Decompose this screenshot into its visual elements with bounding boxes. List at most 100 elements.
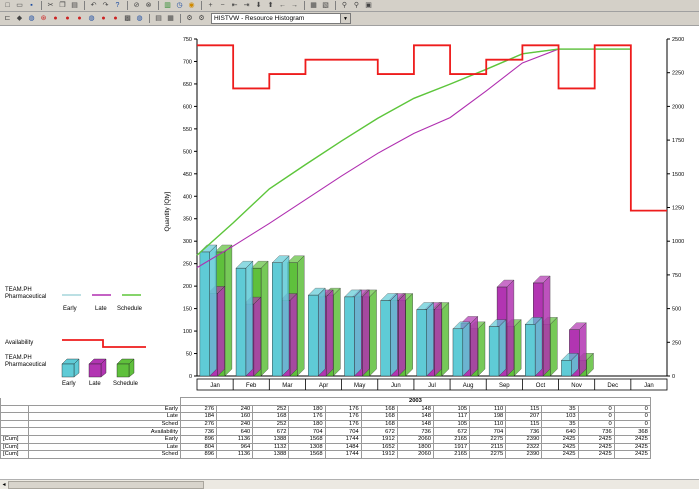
chart-icon[interactable]: ▧ <box>322 2 329 9</box>
toolbar-separator <box>149 14 150 23</box>
indent-icon[interactable]: ⇥ <box>243 2 250 9</box>
scroll-left-icon[interactable]: ◂ <box>2 482 6 488</box>
circle-gear-icon[interactable]: ◍ <box>88 15 95 22</box>
paste-icon[interactable]: ▤ <box>71 2 78 9</box>
disable-icon[interactable]: ⊗ <box>145 2 152 9</box>
car-icon[interactable]: ● <box>77 15 82 22</box>
table-cell: 180 <box>288 419 326 429</box>
table-cell: 736 <box>577 427 615 436</box>
table-cell: 148 <box>396 404 434 414</box>
cum-early-line <box>196 48 631 256</box>
circle-x-icon[interactable]: ⊛ <box>40 15 47 22</box>
toolbar-separator <box>201 1 202 10</box>
histogram-icon[interactable]: ▥ <box>164 2 171 9</box>
table-cell: 736 <box>396 427 434 436</box>
table-cell: 184 <box>179 412 218 421</box>
undo-icon[interactable]: ↶ <box>90 2 97 9</box>
diamond-icon[interactable]: ◆ <box>16 15 23 22</box>
zoom-icon[interactable]: ⊘ <box>133 2 140 9</box>
horizontal-scrollbar[interactable]: ◂ <box>0 479 699 489</box>
table-cell: 704 <box>469 427 507 436</box>
calendar-icon[interactable]: ▩ <box>124 15 131 22</box>
y-tick-label: 0 <box>189 374 192 380</box>
view-select-value: HISTVW - Resource Histogram <box>214 15 305 22</box>
table-cell: 1800 <box>396 442 434 452</box>
table-cell: 1917 <box>432 442 471 452</box>
table-icon[interactable]: ▦ <box>167 15 174 22</box>
table-cell: 1652 <box>360 442 398 452</box>
y2-tick-label: 1250 <box>672 206 684 212</box>
open-icon[interactable]: ▭ <box>16 2 23 9</box>
table-cell: 168 <box>360 412 398 421</box>
y2-tick-label: 1000 <box>672 239 684 245</box>
y2-tick-label: 2000 <box>672 104 684 110</box>
view-toolbar: ⊏ ◆ ◍ ⊛ ● ● ● ◍ ● ● ▩ ◍ ▤ ▦ ⚙ ⚙ HISTVW - Resource Histo… <box>0 12 699 26</box>
table-cell: 2275 <box>469 434 507 444</box>
table-cell: 672 <box>432 427 471 436</box>
grid-icon[interactable]: ▤ <box>155 15 162 22</box>
table-cell: 640 <box>216 427 254 436</box>
y-tick-label: 650 <box>183 82 192 88</box>
y-tick-label: 250 <box>183 262 192 268</box>
table-cell: 115 <box>505 404 543 414</box>
print-icon[interactable]: ▣ <box>365 2 372 9</box>
move-down-icon[interactable]: ⬇ <box>255 2 262 9</box>
bar-early <box>380 293 398 377</box>
table-cell: 0 <box>577 412 615 421</box>
table-cell: 252 <box>252 419 290 429</box>
table-icon[interactable]: ▦ <box>310 2 317 9</box>
table-cell: 176 <box>288 412 326 421</box>
cut-icon[interactable]: ✂ <box>47 2 54 9</box>
link-icon[interactable]: ⊏ <box>4 15 11 22</box>
circle-gear-icon[interactable]: ◍ <box>28 15 35 22</box>
table-cell: 1308 <box>288 442 326 452</box>
table-cell: 704 <box>288 427 326 436</box>
bar-early <box>452 321 471 377</box>
copy-icon[interactable]: ❐ <box>59 2 66 9</box>
save-icon[interactable]: ▪ <box>30 2 33 9</box>
y2-tick-label: 250 <box>672 340 681 346</box>
table-cell: 160 <box>216 412 254 421</box>
outdent-icon[interactable]: ⇤ <box>231 2 238 9</box>
table-cell: 2322 <box>505 442 543 452</box>
minus-icon[interactable]: − <box>220 2 225 9</box>
gear-icon[interactable]: ⚙ <box>186 15 193 22</box>
cum-late-line <box>196 48 631 269</box>
find-icon[interactable]: ⚲ <box>353 2 360 9</box>
move-up-icon[interactable]: ⬆ <box>267 2 274 9</box>
arrow-right-icon[interactable]: → <box>291 2 298 9</box>
view-toolbar-icons: ⊏ ◆ ◍ ⊛ ● ● ● ◍ ● ● ▩ ◍ ▤ ▦ ⚙ ⚙ <box>2 14 208 24</box>
y-tick-label: 550 <box>183 127 192 133</box>
table-cell: 964 <box>216 442 254 452</box>
new-icon[interactable]: □ <box>5 2 10 9</box>
circle-gear-icon[interactable]: ◍ <box>136 15 143 22</box>
filter-icon[interactable]: ⚲ <box>341 2 348 9</box>
legend-lines-resource-name: Pharmaceutical <box>5 294 46 300</box>
arrow-left-icon[interactable]: ← <box>279 2 286 9</box>
clock-icon[interactable]: ◷ <box>176 2 183 9</box>
gear-icon[interactable]: ⚙ <box>198 15 205 22</box>
car-icon[interactable]: ● <box>53 15 58 22</box>
legend: TEAM.PH Pharmaceutical Early Late Schedu… <box>5 287 146 387</box>
chevron-down-icon[interactable]: ▼ <box>340 14 350 23</box>
car-icon[interactable]: ● <box>101 15 106 22</box>
view-select[interactable]: HISTVW - Resource Histogram ▼ <box>211 13 351 24</box>
add-icon[interactable]: + <box>208 2 213 9</box>
table-cell: 804 <box>179 442 218 452</box>
toolbar-separator <box>335 1 336 10</box>
year-label: 2003 <box>180 397 651 406</box>
legend-bar-swatches <box>61 358 135 378</box>
table-cell: 2275 <box>469 450 507 459</box>
row-prefix: [Cum] <box>0 442 29 452</box>
redo-icon[interactable]: ↷ <box>102 2 109 9</box>
y-tick-label: 350 <box>183 217 192 223</box>
scrollbar-thumb[interactable] <box>8 481 204 489</box>
car-icon[interactable]: ● <box>113 15 118 22</box>
circle-icon[interactable]: ◉ <box>188 2 195 9</box>
help-icon[interactable]: ? <box>115 2 120 9</box>
bar-early <box>307 287 326 377</box>
x-tick-label: Oct <box>536 383 546 389</box>
table-cell: 2390 <box>505 450 543 459</box>
table-cell: 1388 <box>252 434 290 444</box>
car-icon[interactable]: ● <box>65 15 70 22</box>
